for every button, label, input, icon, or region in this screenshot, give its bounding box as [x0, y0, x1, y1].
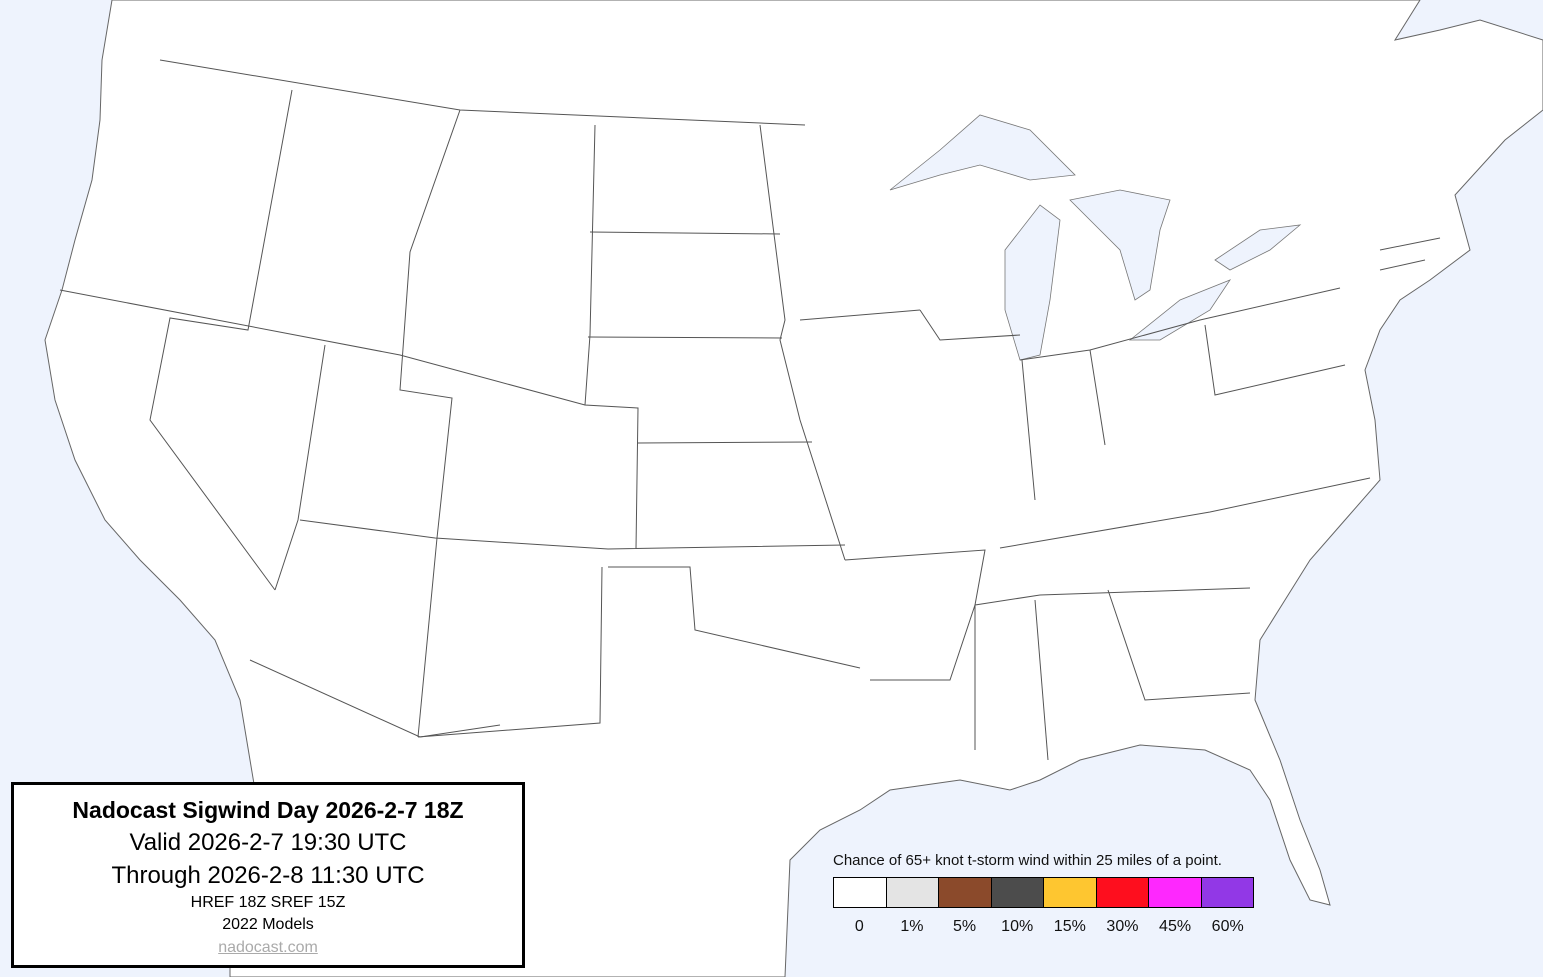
- legend-title: Chance of 65+ knot t-storm wind within 2…: [833, 852, 1222, 869]
- legend-color-bar: [833, 877, 1254, 908]
- legend-label: 1%: [900, 918, 924, 935]
- legend-label: 10%: [1001, 918, 1034, 935]
- legend-labels: 0 1% 5% 10% 15% 30% 45% 60%: [833, 918, 1254, 936]
- legend-swatch: [939, 878, 992, 907]
- legend-label: 30%: [1106, 918, 1139, 935]
- great-lakes: [889, 114, 1302, 361]
- legend-label: 45%: [1159, 918, 1192, 935]
- legend-swatch: [1044, 878, 1097, 907]
- legend-swatch: [1096, 878, 1149, 907]
- through-time: Through 2026-2-8 11:30 UTC: [111, 862, 425, 889]
- land-mass: [44, 0, 1543, 977]
- legend-label: 0: [854, 918, 864, 935]
- model-version: 2022 Models: [222, 916, 314, 933]
- site-link[interactable]: nadocast.com: [218, 939, 318, 956]
- legend-label: 60%: [1211, 918, 1244, 935]
- probability-legend: Chance of 65+ knot t-storm wind within 2…: [833, 852, 1263, 936]
- valid-time: Valid 2026-2-7 19:30 UTC: [129, 829, 407, 856]
- legend-swatch: [834, 878, 887, 907]
- model-runs: HREF 18Z SREF 15Z: [190, 894, 346, 911]
- forecast-info-box: Nadocast Sigwind Day 2026-2-7 18Z Valid …: [11, 782, 525, 968]
- legend-swatch: [1149, 878, 1202, 907]
- legend-label: 15%: [1053, 918, 1086, 935]
- legend-swatch: [886, 878, 939, 907]
- forecast-title: Nadocast Sigwind Day 2026-2-7 18Z: [72, 797, 464, 823]
- legend-label: 5%: [953, 918, 977, 935]
- legend-swatch: [991, 878, 1044, 907]
- state-borders: [59, 59, 1441, 761]
- legend-swatch: [1201, 878, 1253, 907]
